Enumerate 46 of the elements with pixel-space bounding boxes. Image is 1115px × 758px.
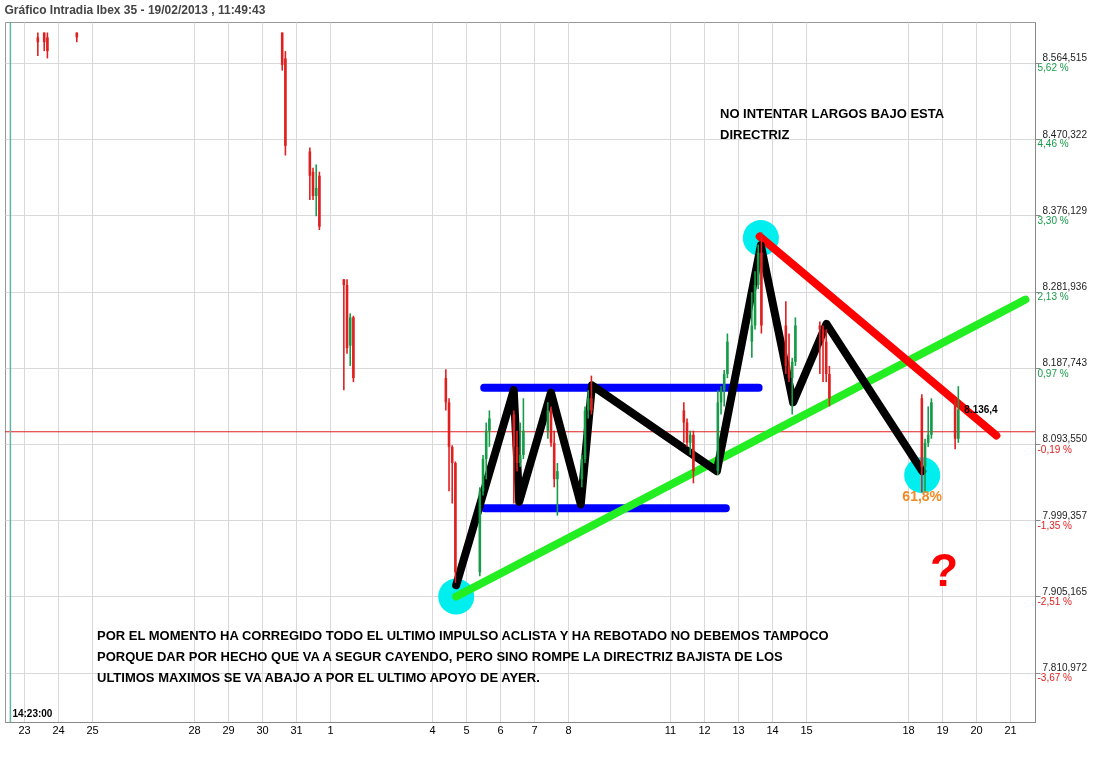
x-tick-label: 18: [902, 723, 915, 736]
y2-tick-label: -2,51 %: [1037, 596, 1073, 608]
x-tick-label: 13: [732, 723, 745, 736]
annotation: 61,8%: [902, 488, 943, 505]
y2-tick-label: -0,19 %: [1037, 443, 1073, 455]
x-tick-label: 20: [970, 723, 983, 736]
y-tick-label: 8.281,936: [1042, 281, 1088, 293]
y2-tick-label: 4,46 %: [1037, 138, 1069, 150]
x-tick-label: 29: [222, 723, 235, 736]
x-tick-label: 15: [800, 723, 813, 736]
x-tick-label: 14: [766, 723, 779, 736]
x-tick-label: 25: [86, 723, 99, 736]
x-tick-label: 8: [565, 723, 572, 736]
chart-title: Gráfico Intradia Ibex 35 - 19/02/2013 , 11:49:43: [4, 3, 266, 18]
annotation: POR EL MOMENTO HA CORREGIDO TODO EL ULTIMO IMPULSO ACLISTA Y HA REBOTADO NO DEBEMOS TAMPOCO PORQUE DAR POR HECHO QUE VA A SEGUR CAYENDO, PERO SINO ROMPE LA DIRECTRIZ BAJISTA DE LOS ULTIMOS MAXIMOS SE VA ABAJO A POR EL ULTIMO APOYO DE AYER.: [97, 628, 829, 685]
annotation: ?: [930, 544, 959, 596]
x-tick-label: 12: [698, 723, 711, 736]
x-tick-label: 24: [52, 723, 65, 736]
x-tick-label: 28: [188, 723, 201, 736]
y2-tick-label: 5,62 %: [1037, 62, 1069, 74]
y2-tick-label: -3,67 %: [1037, 672, 1073, 684]
annotation: NO INTENTAR LARGOS BAJO ESTA DIRECTRIZ: [720, 106, 945, 142]
x-tick-label: 21: [1004, 723, 1017, 736]
x-tick-label: 4: [429, 723, 436, 736]
y-tick-label: 8.376,129: [1042, 204, 1088, 216]
x-tick-label: 19: [936, 723, 949, 736]
y-tick-label: 8.187,743: [1042, 357, 1088, 369]
y2-tick-label: 2,13 %: [1037, 291, 1069, 303]
x-tick-label: 1: [327, 723, 334, 736]
y-tick-label: 7.810,972: [1042, 662, 1088, 674]
x-tick-label: 31: [290, 723, 303, 736]
y-tick-label: 7.999,357: [1042, 509, 1088, 521]
y-tick-label: 8.470,322: [1042, 128, 1088, 140]
x-tick-label: 6: [497, 723, 504, 736]
x-tick-label: 11: [664, 723, 677, 736]
y2-tick-label: 3,30 %: [1037, 214, 1069, 226]
y2-tick-label: -1,35 %: [1037, 519, 1073, 531]
y-tick-label: 8.564,515: [1042, 52, 1088, 64]
x-tick-label: 7: [531, 723, 538, 736]
x-tick-label: 5: [463, 723, 470, 736]
y-tick-label: 7.905,165: [1042, 585, 1088, 597]
x-tick-label: 23: [18, 723, 31, 736]
y-tick-label: 8.093,550: [1042, 433, 1088, 445]
x-tick-label: 30: [256, 723, 269, 736]
ref-line-label: 14:23:00: [12, 708, 53, 719]
y2-tick-label: 0,97 %: [1037, 367, 1069, 379]
